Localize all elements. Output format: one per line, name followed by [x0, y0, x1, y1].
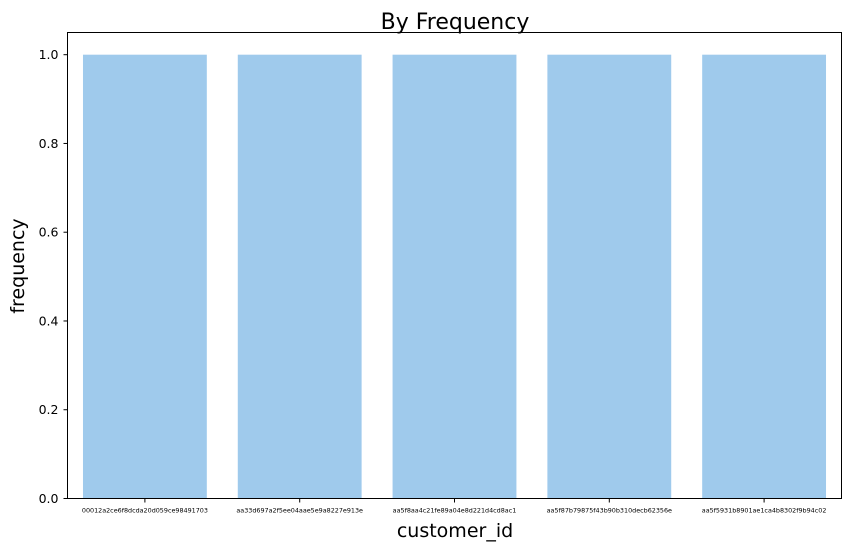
bars-layer [82, 54, 827, 499]
bar-4 [547, 54, 672, 499]
y-tick-label: 1.0 [39, 47, 59, 62]
x-tick-label: aa33d697a2f5ee04aae5e9a8227e913e [236, 507, 363, 515]
bar-3 [392, 54, 517, 499]
x-tick-label: 00012a2ce6f8dcda20d059ce98491703 [82, 507, 208, 515]
x-tick-label: aa5f5931b8901ae1ca4b8302f9b94c02 [702, 507, 827, 515]
x-axis: 00012a2ce6f8dcda20d059ce98491703 aa33d697… [82, 498, 827, 515]
chart-title: By Frequency [381, 10, 530, 35]
y-axis: 0.0 0.2 0.4 0.6 0.8 1.0 [39, 47, 68, 506]
y-tick-label: 0.4 [39, 313, 59, 328]
bar-5 [702, 54, 827, 499]
x-tick-label: aa5f87b79875f43b90b310decb62356e [547, 507, 672, 515]
bar-2 [237, 54, 362, 499]
x-axis-label: customer_id [397, 520, 513, 542]
y-tick-label: 0.0 [39, 491, 59, 506]
plot-area-frame [67, 32, 842, 499]
y-tick-label: 0.8 [39, 136, 59, 151]
y-axis-label: frequency [7, 218, 29, 313]
x-tick-label: aa5f8aa4c21fe89a04e8d221d4cd8ac1 [393, 507, 517, 515]
y-tick-label: 0.6 [39, 225, 59, 240]
y-tick-label: 0.2 [39, 402, 59, 417]
bar-1 [82, 54, 207, 499]
